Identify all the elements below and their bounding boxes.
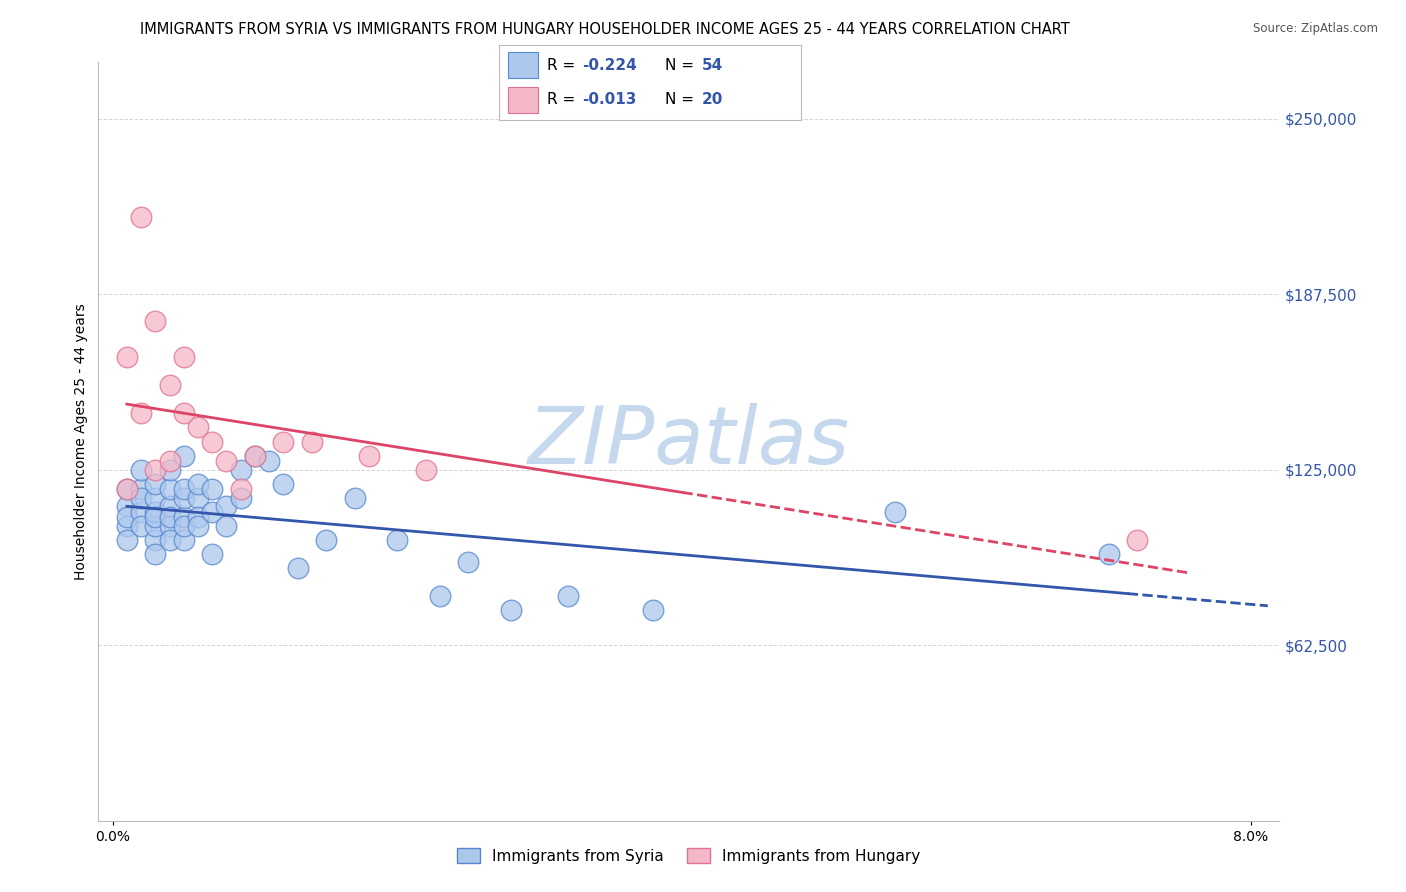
Point: [143, 547, 166, 561]
Y-axis label: Householder Income Ages 25 - 44 years: Householder Income Ages 25 - 44 years: [75, 303, 89, 580]
Point: [159, 499, 181, 513]
Point: [243, 449, 266, 463]
Text: -0.224: -0.224: [582, 58, 637, 72]
Point: [159, 454, 181, 468]
Point: [499, 603, 522, 617]
Point: [159, 510, 181, 524]
Point: [357, 449, 380, 463]
Point: [884, 505, 907, 519]
Point: [643, 603, 665, 617]
Point: [187, 510, 209, 524]
Point: [301, 434, 323, 449]
Text: Source: ZipAtlas.com: Source: ZipAtlas.com: [1253, 22, 1378, 36]
Point: [201, 547, 224, 561]
Text: -0.013: -0.013: [582, 93, 637, 107]
Point: [273, 476, 295, 491]
Point: [159, 533, 181, 547]
Point: [215, 454, 238, 468]
Legend: Immigrants from Syria, Immigrants from Hungary: Immigrants from Syria, Immigrants from H…: [451, 842, 927, 870]
Point: [229, 491, 252, 505]
Point: [187, 476, 209, 491]
Point: [143, 533, 166, 547]
Point: [159, 378, 181, 392]
Point: [115, 483, 138, 497]
Point: [187, 491, 209, 505]
Point: [115, 533, 138, 547]
Point: [129, 505, 152, 519]
Point: [143, 476, 166, 491]
Point: [215, 499, 238, 513]
Point: [129, 462, 152, 476]
Point: [143, 314, 166, 328]
Point: [173, 483, 195, 497]
Point: [201, 505, 224, 519]
Point: [129, 210, 152, 224]
Point: [159, 462, 181, 476]
Point: [115, 351, 138, 365]
Point: [201, 434, 224, 449]
Text: ZIPatlas: ZIPatlas: [527, 402, 851, 481]
Point: [229, 462, 252, 476]
Point: [129, 518, 152, 533]
Point: [173, 518, 195, 533]
Point: [173, 351, 195, 365]
Point: [273, 434, 295, 449]
Point: [143, 505, 166, 519]
Point: [173, 491, 195, 505]
Text: R =: R =: [547, 58, 581, 72]
Point: [187, 518, 209, 533]
Text: 54: 54: [702, 58, 723, 72]
Point: [159, 483, 181, 497]
Point: [115, 510, 138, 524]
Point: [1126, 533, 1149, 547]
Point: [129, 483, 152, 497]
Point: [129, 491, 152, 505]
Point: [115, 483, 138, 497]
Point: [229, 483, 252, 497]
Point: [143, 491, 166, 505]
Point: [387, 533, 409, 547]
Point: [315, 533, 337, 547]
Point: [173, 510, 195, 524]
Text: R =: R =: [547, 93, 581, 107]
Point: [129, 407, 152, 421]
Point: [187, 420, 209, 434]
Point: [243, 449, 266, 463]
Point: [201, 483, 224, 497]
Point: [343, 491, 366, 505]
Text: N =: N =: [665, 58, 699, 72]
Point: [215, 518, 238, 533]
Point: [457, 555, 479, 569]
Point: [143, 518, 166, 533]
Point: [173, 533, 195, 547]
Point: [287, 561, 309, 575]
Point: [159, 518, 181, 533]
FancyBboxPatch shape: [508, 52, 538, 78]
Text: 20: 20: [702, 93, 723, 107]
Point: [115, 518, 138, 533]
Text: IMMIGRANTS FROM SYRIA VS IMMIGRANTS FROM HUNGARY HOUSEHOLDER INCOME AGES 25 - 44: IMMIGRANTS FROM SYRIA VS IMMIGRANTS FROM…: [139, 22, 1070, 37]
Text: N =: N =: [665, 93, 699, 107]
Point: [173, 449, 195, 463]
FancyBboxPatch shape: [508, 87, 538, 112]
Point: [115, 499, 138, 513]
Point: [557, 589, 579, 603]
Point: [257, 454, 280, 468]
Point: [173, 407, 195, 421]
Point: [1098, 547, 1121, 561]
Point: [415, 462, 437, 476]
Point: [143, 510, 166, 524]
Point: [429, 589, 451, 603]
Point: [143, 462, 166, 476]
